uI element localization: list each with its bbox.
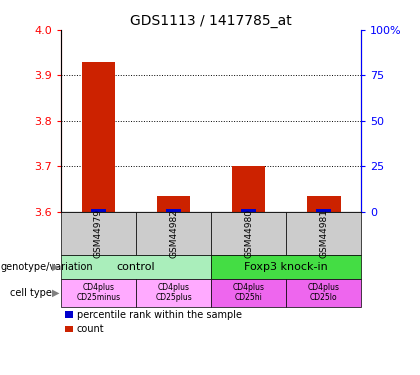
Text: CD4plus
CD25lo: CD4plus CD25lo bbox=[308, 283, 340, 302]
Text: GSM44980: GSM44980 bbox=[244, 209, 253, 258]
Bar bbox=[307, 196, 341, 212]
Text: ▶: ▶ bbox=[52, 262, 60, 272]
Text: genotype/variation: genotype/variation bbox=[1, 262, 94, 272]
Text: cell type: cell type bbox=[10, 288, 52, 298]
Bar bbox=[232, 166, 265, 212]
Bar bbox=[316, 209, 331, 212]
Text: GSM44982: GSM44982 bbox=[169, 209, 178, 258]
Text: control: control bbox=[117, 262, 155, 272]
Text: GSM44979: GSM44979 bbox=[94, 209, 103, 258]
Text: CD4plus
CD25minus: CD4plus CD25minus bbox=[76, 283, 121, 302]
Text: GSM44981: GSM44981 bbox=[319, 209, 328, 258]
Title: GDS1113 / 1417785_at: GDS1113 / 1417785_at bbox=[130, 13, 292, 28]
Text: ▶: ▶ bbox=[52, 288, 60, 298]
Bar bbox=[241, 209, 256, 212]
Text: percentile rank within the sample: percentile rank within the sample bbox=[77, 310, 242, 320]
Bar bbox=[81, 62, 116, 212]
Bar bbox=[166, 209, 181, 212]
Text: Foxp3 knock-in: Foxp3 knock-in bbox=[244, 262, 328, 272]
Text: count: count bbox=[77, 324, 105, 334]
Text: CD4plus
CD25plus: CD4plus CD25plus bbox=[155, 283, 192, 302]
Bar bbox=[157, 196, 190, 212]
Text: CD4plus
CD25hi: CD4plus CD25hi bbox=[233, 283, 265, 302]
Bar bbox=[91, 209, 106, 212]
